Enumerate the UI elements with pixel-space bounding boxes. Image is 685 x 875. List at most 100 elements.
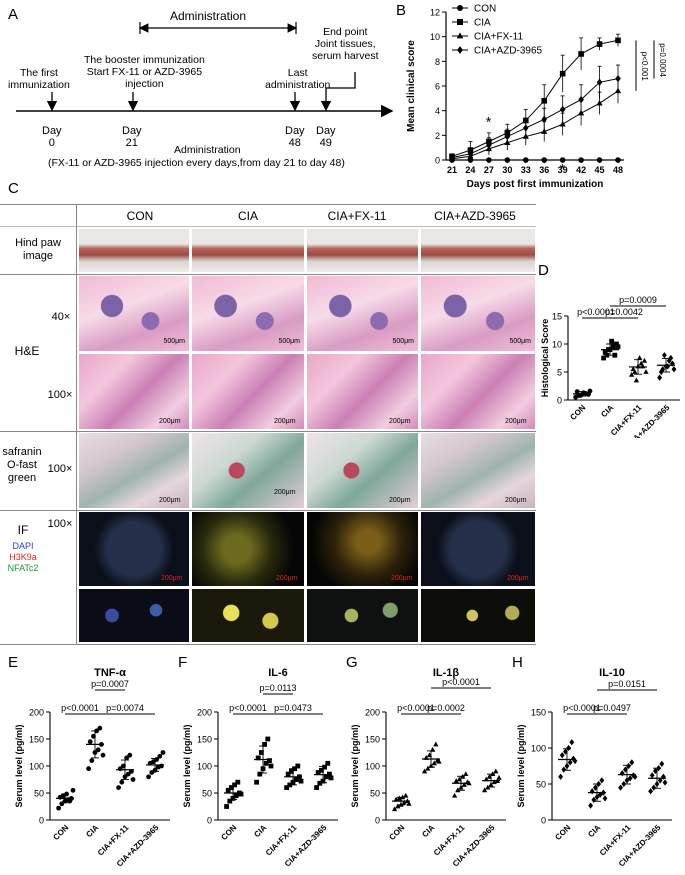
point-g-2-0 xyxy=(451,792,458,798)
point-d-0-5 xyxy=(574,389,580,394)
y-tick-label-e-0: 0 xyxy=(39,816,44,826)
point-d-2-6 xyxy=(633,377,640,383)
paw-image-con xyxy=(78,228,190,273)
point-d-3-5 xyxy=(658,368,664,376)
if-100x-azd: 200μm xyxy=(420,511,536,587)
column-cia-azd3965: CIA+AZD-3965 xyxy=(434,209,516,223)
point-b-3-7 xyxy=(578,95,584,104)
x-tick-label-b-7: 42 xyxy=(576,165,586,175)
scalebar-if-con: 200μm xyxy=(161,575,183,582)
he-100x-azd: 200μm xyxy=(420,353,536,430)
row-label-he-100x: 100× xyxy=(47,389,73,401)
comparison-label-g-1: p<0.0001 xyxy=(442,677,480,687)
point-d-1-9 xyxy=(615,344,621,350)
y-tick-label-e-1: 50 xyxy=(34,789,44,799)
point-e-1-3 xyxy=(95,747,101,753)
day-48-label: Day 48 xyxy=(285,125,305,149)
panel-letter-f: F xyxy=(178,654,188,671)
point-f-3-3 xyxy=(323,774,329,780)
column-con: CON xyxy=(126,209,154,223)
point-h-3-1 xyxy=(651,784,657,791)
legend-marker-b-1 xyxy=(457,19,463,25)
injection-note: (FX-11 or AZD-3965 injection every days,… xyxy=(48,157,345,169)
point-b-0-2 xyxy=(486,157,492,163)
scalebar-if-fx11: 200μm xyxy=(391,575,413,582)
point-h-3-0 xyxy=(648,788,653,795)
point-g-0-9 xyxy=(406,800,412,806)
point-b-1-9 xyxy=(615,37,621,44)
if-100x-con: 200μm xyxy=(78,511,190,587)
point-h-0-1 xyxy=(561,766,567,773)
series-line-cia-azd-3965 xyxy=(451,78,619,159)
point-f-3-8 xyxy=(325,760,331,766)
x-tick-label-g-1: CIA xyxy=(420,823,436,839)
saf-cia: 200μm xyxy=(191,432,305,509)
point-e-2-8 xyxy=(127,752,133,758)
point-h-0-9 xyxy=(572,757,578,765)
he-40x-azd: 500μm xyxy=(420,275,536,352)
y-tick-label-d-1: 5 xyxy=(557,368,562,378)
y-tick-label-g-3: 150 xyxy=(365,735,380,745)
scalebar-he40-cia: 500μm xyxy=(278,338,300,345)
point-b-3-8 xyxy=(596,78,603,86)
if-zoom-cia xyxy=(191,588,305,643)
if-zoom-con xyxy=(78,588,190,643)
point-h-3-4 xyxy=(661,773,666,780)
booster-label: The booster immunization Start FX-11 or … xyxy=(84,54,205,90)
legend-label-b-1: CIA xyxy=(474,18,491,29)
point-g-1-1 xyxy=(425,765,431,771)
x-tick-label-b-9: 48 xyxy=(613,165,623,175)
point-f-0-6 xyxy=(229,785,234,790)
if-legend-nfatc2: NFATc2 xyxy=(7,563,39,573)
first-immunization-label: The first immunization xyxy=(8,67,70,91)
point-f-0-8 xyxy=(235,779,241,785)
point-e-3-9 xyxy=(160,750,166,755)
annotation-p-b-2: p=0.0004 xyxy=(658,43,667,77)
annotation-star-b-0: * xyxy=(486,114,492,130)
point-h-0-8 xyxy=(569,739,575,746)
point-b-0-3 xyxy=(504,157,511,163)
scalebar-if-azd: 200μm xyxy=(507,575,529,582)
point-g-1-3 xyxy=(431,760,437,766)
y-axis-label-h: Serum level (pg/ml) xyxy=(516,724,526,807)
x-tick-label-b-8: 45 xyxy=(595,165,605,175)
y-tick-label-b-6: 12 xyxy=(430,8,440,18)
point-h-2-0 xyxy=(618,784,623,791)
day-49-label: Day 49 xyxy=(316,125,336,149)
point-h-1-9 xyxy=(602,795,608,802)
point-e-3-0 xyxy=(146,774,152,780)
point-b-3-4 xyxy=(522,124,529,132)
last-administration-label: Last administration xyxy=(265,67,331,91)
point-e-2-7 xyxy=(124,755,129,761)
if-zoom-azd xyxy=(420,588,536,643)
point-b-3-2 xyxy=(486,141,492,149)
x-tick-label-e-1: CIA xyxy=(84,823,100,839)
comparison-label-h-1: p=0.0151 xyxy=(608,679,646,689)
point-d-2-7 xyxy=(636,355,643,360)
y-tick-label-b-3: 6 xyxy=(435,82,440,92)
y-tick-label-f-3: 150 xyxy=(197,735,212,745)
row-label-hind-paw: Hind paw image xyxy=(15,237,61,262)
point-g-0-8 xyxy=(403,792,409,798)
he-40x-fx11: 500μm xyxy=(306,275,419,352)
point-f-1-3 xyxy=(263,760,269,766)
y-axis-label-e: Serum level (pg/ml) xyxy=(14,724,24,807)
comparison-label-d-2: p=0.0042 xyxy=(605,307,643,317)
scalebar-he40-con: 500μm xyxy=(163,338,185,345)
point-g-2-3 xyxy=(461,782,467,787)
scalebar-he40-azd: 500μm xyxy=(509,338,531,345)
x-tick-label-f-1: CIA xyxy=(252,823,268,839)
x-tick-label-e-0: CON xyxy=(51,823,70,842)
scalebar-he100-fx11: 200μm xyxy=(389,418,411,425)
point-d-1-7 xyxy=(609,338,614,344)
point-b-3-9 xyxy=(615,74,621,83)
point-d-1-8 xyxy=(612,352,618,358)
if-zoom-fx11 xyxy=(306,588,419,643)
point-h-0-5 xyxy=(559,752,565,759)
point-f-3-6 xyxy=(319,767,324,773)
point-h-2-3 xyxy=(627,775,633,782)
point-g-0-3 xyxy=(401,799,407,805)
scalebar-he40-fx11: 500μm xyxy=(392,338,414,345)
point-d-3-6 xyxy=(662,352,667,359)
